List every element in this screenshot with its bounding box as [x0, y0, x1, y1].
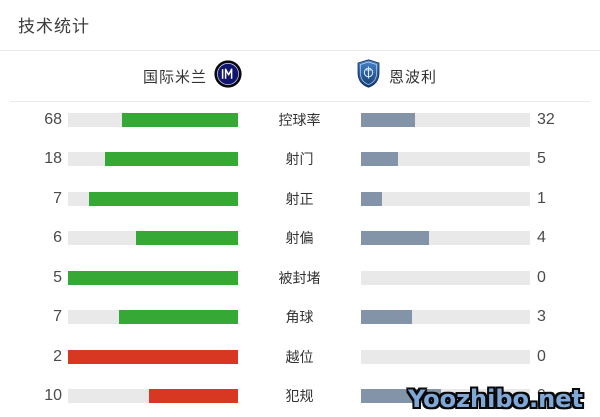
stat-label: 犯规: [285, 388, 314, 405]
home-value: 68: [44, 110, 62, 128]
home-bar: [68, 389, 238, 404]
away-value: 4: [537, 229, 546, 247]
stat-row: 2 越位 0: [0, 337, 600, 377]
stat-row: 7 射正 1: [0, 179, 600, 219]
home-value: 7: [53, 308, 62, 326]
stat-label: 越位: [285, 348, 314, 365]
home-team-name: 国际米兰: [142, 68, 207, 86]
home-bar-fill: [119, 310, 238, 325]
away-bar-fill: [361, 191, 383, 206]
stat-label: 射门: [285, 151, 314, 168]
stat-label: 角球: [285, 309, 314, 326]
away-bar-fill: [361, 310, 412, 325]
home-value: 10: [44, 387, 62, 405]
away-bar: [361, 389, 530, 404]
stat-row: 18 射门 5: [0, 140, 600, 180]
home-bar-fill: [136, 231, 238, 246]
stat-label: 被封堵: [278, 269, 321, 286]
away-bar: [361, 310, 530, 325]
home-value: 6: [53, 229, 62, 247]
home-bar: [68, 231, 238, 246]
inter-milan-badge-icon: [214, 59, 242, 93]
stat-row: 10 犯规 9: [0, 377, 600, 417]
away-value: 32: [537, 110, 555, 128]
stat-row: 6 射偏 4: [0, 219, 600, 259]
away-value: 5: [537, 150, 546, 168]
home-bar-fill: [148, 389, 238, 404]
away-value: 9: [537, 387, 546, 405]
away-team-name: 恩波利: [389, 68, 438, 86]
away-bar-fill: [361, 389, 442, 404]
watermark: Yoozhibo.net: [408, 385, 583, 413]
page-title: 技术统计: [18, 17, 90, 36]
divider: [0, 50, 600, 51]
away-bar-fill: [361, 231, 429, 246]
away-value: 0: [537, 347, 546, 365]
divider: [10, 101, 590, 102]
home-bar: [68, 349, 238, 364]
stat-label: 射正: [285, 190, 314, 207]
home-bar-fill: [89, 191, 238, 206]
home-value: 2: [53, 347, 62, 365]
away-value: 0: [537, 268, 546, 286]
away-bar: [361, 191, 530, 206]
away-bar: [361, 231, 530, 246]
home-bar-fill: [104, 152, 238, 167]
home-bar: [68, 112, 238, 127]
watermark-text: Yoozhibo.net: [407, 385, 583, 413]
team-header: 国际米兰: [0, 59, 600, 93]
away-bar: [361, 112, 530, 127]
home-team: 国际米兰: [0, 59, 242, 93]
stat-label: 控球率: [278, 111, 321, 128]
home-value: 18: [44, 150, 62, 168]
empoli-badge-icon: [357, 59, 380, 93]
home-bar: [68, 191, 238, 206]
home-bar-fill: [122, 112, 238, 127]
home-bar-fill: [68, 349, 238, 364]
stat-label: 射偏: [285, 230, 314, 247]
stat-row: 5 被封堵 0: [0, 258, 600, 298]
stat-row: 68 控球率 32: [0, 100, 600, 140]
away-bar: [361, 270, 530, 285]
away-bar-fill: [361, 112, 416, 127]
stat-row: 7 角球 3: [0, 298, 600, 338]
away-value: 3: [537, 308, 546, 326]
away-bar: [361, 152, 530, 167]
away-bar: [361, 349, 530, 364]
away-bar-fill: [361, 152, 398, 167]
stats-list: 68 控球率 32 18 射门 5 7 射正 1 6: [0, 100, 600, 416]
home-value: 7: [53, 189, 62, 207]
away-value: 1: [537, 189, 546, 207]
home-bar: [68, 270, 238, 285]
away-team: 恩波利: [357, 59, 437, 93]
home-value: 5: [53, 268, 62, 286]
home-bar: [68, 310, 238, 325]
home-bar: [68, 152, 238, 167]
home-bar-fill: [68, 270, 238, 285]
